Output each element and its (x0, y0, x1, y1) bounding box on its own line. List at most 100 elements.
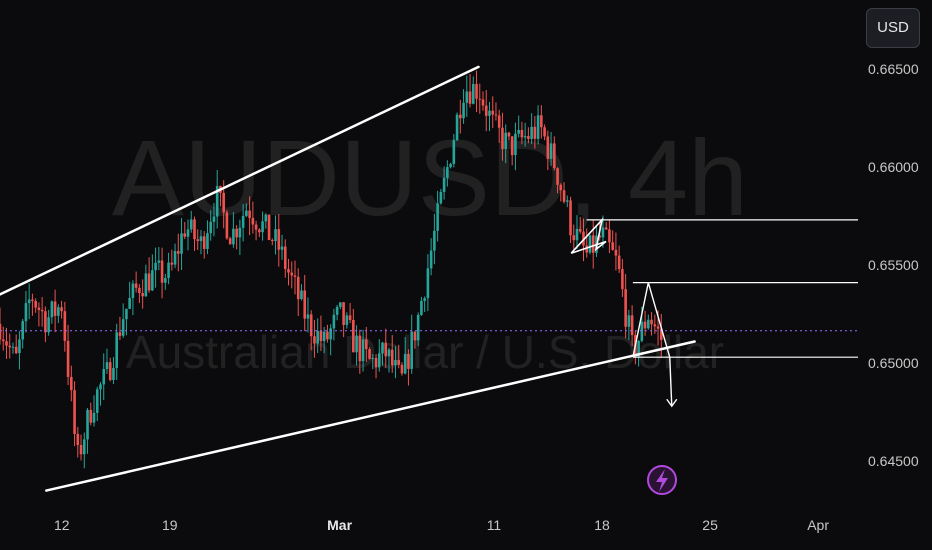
candle-body (342, 302, 345, 325)
candle-body (44, 311, 47, 333)
price-axis[interactable]: 0.64500 0.65000 0.65500 0.66000 0.66500 (868, 61, 919, 469)
candle-body (604, 227, 608, 230)
candle-body (293, 275, 297, 277)
candle-body (144, 273, 148, 297)
candle-body (459, 114, 462, 119)
candle-body (465, 91, 469, 103)
candle-body (89, 409, 93, 423)
candle-body (578, 228, 582, 232)
candle-body (436, 203, 439, 231)
time-tick-label: 18 (594, 517, 610, 533)
candle-body (390, 349, 394, 366)
candle-body (14, 346, 18, 354)
watermark: AUDUSD, 4h Australian Dollar / U.S. Doll… (112, 117, 748, 378)
price-tick-label: 0.65500 (868, 257, 919, 273)
candle-body (656, 326, 660, 329)
candle-body (280, 246, 284, 250)
channel-upper-line[interactable] (0, 65, 480, 296)
candle-body (112, 367, 115, 381)
currency-button[interactable]: USD (866, 8, 920, 48)
candle-body (413, 331, 417, 341)
candle-body (582, 231, 585, 246)
candle-body (21, 321, 24, 340)
candle-body (199, 236, 203, 241)
candle-body (180, 233, 183, 254)
candle-body (167, 262, 170, 278)
candle-body (322, 331, 326, 342)
candle-body (562, 190, 566, 202)
candle-body (565, 200, 569, 202)
candle-body (60, 307, 63, 312)
candle-body (154, 262, 157, 271)
candle-body (377, 353, 381, 368)
lightning-bolt-icon (656, 469, 668, 492)
candle-body (384, 342, 388, 357)
candle-body (637, 340, 640, 357)
candle-body (549, 143, 553, 159)
candle-body (332, 314, 336, 329)
wedge-pattern[interactable] (570, 217, 607, 254)
candle-body (319, 330, 323, 342)
projection-path[interactable] (632, 282, 673, 407)
candle-body (348, 315, 352, 321)
candle-body (196, 239, 200, 241)
candle-body (1, 339, 5, 342)
candle-body (241, 215, 245, 228)
candle-body (254, 224, 258, 230)
candle-body (24, 303, 28, 322)
candle-body (264, 214, 268, 222)
drawings[interactable] (0, 65, 858, 492)
candle-body (339, 302, 342, 307)
candle-body (621, 269, 624, 290)
candle-body (653, 324, 657, 327)
candle-body (157, 260, 161, 263)
candle-body (138, 287, 141, 294)
candle-body (248, 210, 251, 218)
candle-body (212, 216, 216, 222)
candle-body (588, 235, 592, 253)
time-axis[interactable]: 12 19 Mar 11 18 25 Apr (54, 517, 829, 533)
candle-body (183, 233, 187, 237)
candle-body (238, 227, 242, 238)
candle-body (462, 102, 465, 119)
candle-body (624, 289, 627, 327)
price-tick-label: 0.66500 (868, 61, 919, 77)
candle-body (397, 360, 401, 365)
candle-body (0, 323, 2, 340)
candle-body (99, 384, 102, 390)
candle-body (591, 235, 595, 253)
event-marker[interactable] (647, 465, 677, 495)
candle-body (446, 167, 449, 178)
time-tick-label: Apr (807, 517, 829, 533)
candle-body (647, 319, 650, 329)
candle-body (128, 297, 131, 309)
candle-body (170, 262, 174, 265)
candle-body (102, 369, 106, 385)
candle-body (403, 353, 407, 374)
candle-body (523, 136, 527, 138)
candle-body (18, 339, 21, 354)
candle-body (452, 140, 456, 164)
candle-body (423, 298, 426, 301)
candle-body (267, 214, 271, 241)
projection-arrowhead[interactable] (666, 398, 678, 408)
candle-body (394, 360, 397, 366)
candle-body (627, 315, 631, 327)
candle-body (118, 332, 122, 336)
candle-body (141, 293, 144, 297)
candle-body (361, 339, 365, 362)
candle-body (147, 273, 151, 291)
candle-body (507, 132, 511, 137)
candle-body (614, 249, 618, 256)
candle-body (481, 99, 485, 106)
watermark-description: Australian Dollar / U.S. Dollar (126, 326, 724, 378)
channel-lower-line[interactable] (45, 340, 696, 492)
candle-body (261, 221, 264, 233)
candle-body (559, 184, 563, 191)
time-tick-label: 25 (702, 517, 718, 533)
candle-body (34, 300, 37, 308)
candle-body (86, 409, 89, 440)
candle-body (313, 336, 316, 344)
candle-body (494, 114, 498, 116)
